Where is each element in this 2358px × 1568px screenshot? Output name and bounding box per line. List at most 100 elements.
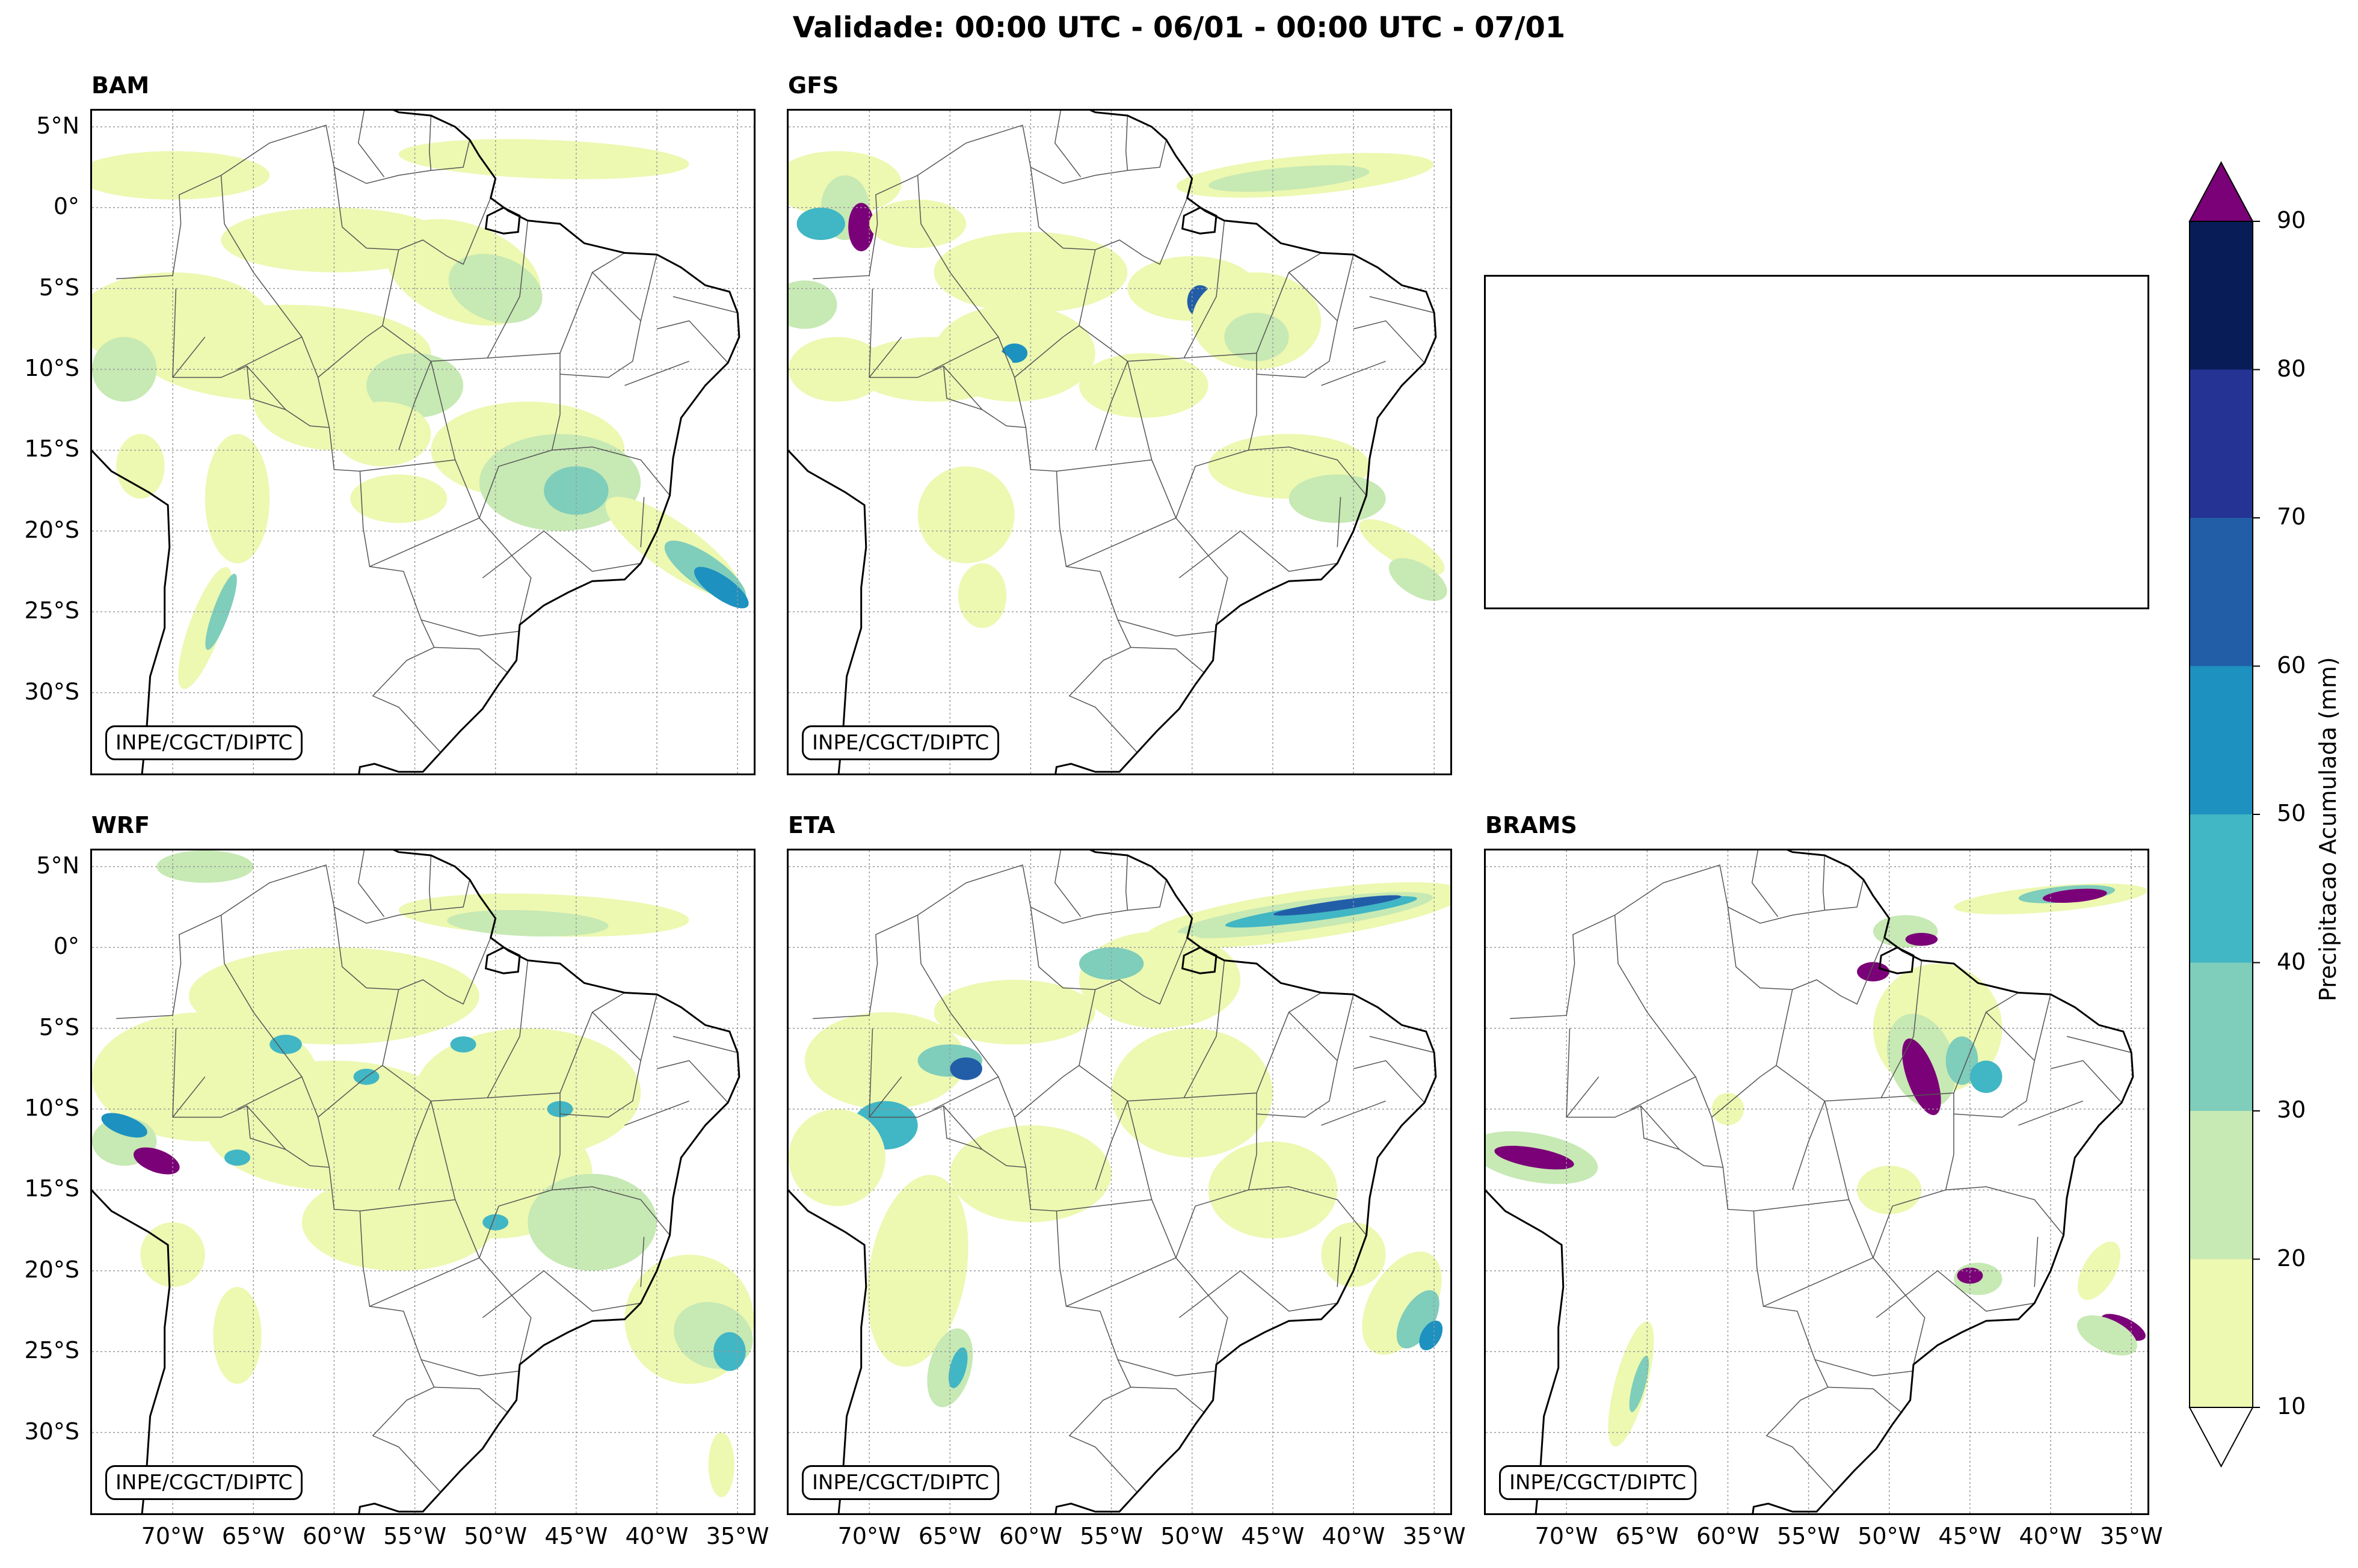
political-border <box>360 1199 455 1212</box>
political-border <box>869 336 902 378</box>
marajo-island <box>484 206 521 235</box>
political-border <box>1953 1012 2036 1118</box>
lon-label: 50°W <box>1858 1523 1921 1549</box>
political-border <box>917 915 1027 1167</box>
political-border <box>1792 1101 1826 1190</box>
political-border <box>934 336 999 370</box>
political-border <box>1118 1359 1217 1377</box>
lon-label: 60°W <box>1696 1523 1759 1549</box>
political-border <box>357 850 385 917</box>
political-border <box>1566 1076 1599 1118</box>
political-border <box>2034 994 2051 1061</box>
lon-label: 35°W <box>2099 1523 2163 1549</box>
political-border <box>1337 1237 1341 1287</box>
political-border <box>1178 530 1338 579</box>
political-border <box>559 1012 642 1118</box>
political-border <box>656 320 728 363</box>
political-border <box>1815 1359 1914 1377</box>
political-border <box>624 1100 689 1126</box>
lon-label: 35°W <box>706 1523 769 1549</box>
precip-area <box>334 401 431 467</box>
political-border <box>934 1076 999 1110</box>
precip-area <box>1208 165 1370 192</box>
political-border <box>116 864 470 1019</box>
lon-label: 70°W <box>141 1523 205 1549</box>
political-border <box>369 1257 480 1307</box>
political-border <box>1175 1092 1257 1258</box>
lat-label: 5°N <box>36 852 79 879</box>
political-border <box>1945 1186 2064 1236</box>
precip-area <box>101 1113 147 1138</box>
precip-area <box>1608 1321 1654 1447</box>
precip-area <box>917 466 1015 564</box>
political-border <box>2066 1036 2132 1053</box>
precip-area <box>934 980 1095 1045</box>
lon-label: 45°W <box>544 1523 608 1549</box>
colorbar-label: Precipitacao Acumulada (mm) <box>2315 657 2341 1001</box>
political-border <box>640 994 657 1061</box>
coastline-east <box>358 111 740 773</box>
political-border <box>1248 1186 1367 1236</box>
political-border <box>237 336 303 370</box>
political-border <box>318 989 399 1118</box>
political-border <box>434 1386 509 1413</box>
political-border <box>1054 850 1082 917</box>
colorbar-tick-label: 10 <box>2277 1393 2306 1419</box>
panel-title-gfs: GFS <box>788 72 839 99</box>
political-border <box>1640 1105 1680 1150</box>
political-border <box>640 497 645 547</box>
lat-label: 20°S <box>24 516 79 543</box>
political-border <box>1353 1060 1425 1103</box>
precip-area <box>92 151 270 200</box>
precip-area <box>133 1147 180 1175</box>
political-border <box>869 1076 902 1118</box>
marajo-island <box>484 946 521 974</box>
precip-area <box>450 1036 476 1053</box>
political-border <box>1125 855 1128 911</box>
political-border <box>1337 497 1341 547</box>
lat-label: 5°S <box>38 1013 79 1041</box>
political-border <box>1014 989 1096 1118</box>
figure-title: Validade: 00:00 UTC - 06/01 - 00:00 UTC … <box>792 11 1566 45</box>
lon-label: 65°W <box>918 1523 982 1549</box>
precip-area <box>869 199 967 248</box>
colorbar-tick-label: 80 <box>2277 355 2306 382</box>
precip-area <box>1079 947 1144 980</box>
political-border <box>2034 1237 2039 1287</box>
colorbar-segment <box>2190 369 2253 518</box>
precip-area <box>958 563 1007 629</box>
precip-area <box>948 1347 968 1388</box>
coastline-west <box>92 449 171 773</box>
lon-label: 45°W <box>1938 1523 2002 1549</box>
map-eta <box>789 850 1450 1513</box>
political-border <box>1753 1199 1849 1212</box>
political-border <box>1175 352 1257 518</box>
coastline-east <box>1054 111 1437 773</box>
coastline-west <box>92 1189 171 1513</box>
political-border <box>552 446 671 496</box>
lon-label: 65°W <box>1615 1523 1679 1549</box>
colorbar-tick-label: 30 <box>2277 1096 2306 1123</box>
precip-area <box>804 1012 967 1109</box>
colorbar-segment <box>2190 962 2253 1111</box>
lat-label: 15°S <box>24 1175 79 1202</box>
colorbar-segment <box>2190 814 2253 963</box>
colorbar-tick-label: 60 <box>2277 651 2306 678</box>
lat-label: 5°N <box>36 112 79 139</box>
precip-area <box>1111 1028 1273 1158</box>
precip-area <box>1079 353 1208 418</box>
lon-label: 50°W <box>1160 1523 1224 1549</box>
political-border <box>172 336 206 378</box>
political-border <box>656 1060 728 1103</box>
political-border <box>1751 850 1779 917</box>
lat-label: 0° <box>53 193 79 220</box>
precip-area <box>1629 1356 1649 1412</box>
precip-area <box>1288 474 1386 523</box>
precip-area <box>1905 933 1938 946</box>
precip-area <box>789 337 885 402</box>
map-bam <box>92 111 754 773</box>
political-border <box>1763 1257 1874 1307</box>
political-border <box>1256 252 1322 354</box>
lat-label: 20°S <box>24 1256 79 1283</box>
precip-area <box>156 850 254 883</box>
